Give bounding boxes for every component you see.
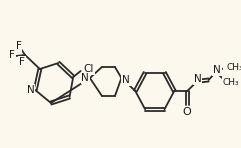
Text: N: N xyxy=(194,74,201,84)
Text: O: O xyxy=(183,107,192,117)
Text: N: N xyxy=(81,73,89,83)
Text: N: N xyxy=(122,75,130,85)
Text: N: N xyxy=(27,85,34,95)
Text: N: N xyxy=(213,65,221,75)
Text: F: F xyxy=(16,41,21,51)
Text: Cl: Cl xyxy=(83,64,94,74)
Text: CH₃: CH₃ xyxy=(222,78,239,86)
Text: F: F xyxy=(9,50,15,60)
Text: CH₃: CH₃ xyxy=(226,62,241,71)
Text: F: F xyxy=(19,57,25,67)
